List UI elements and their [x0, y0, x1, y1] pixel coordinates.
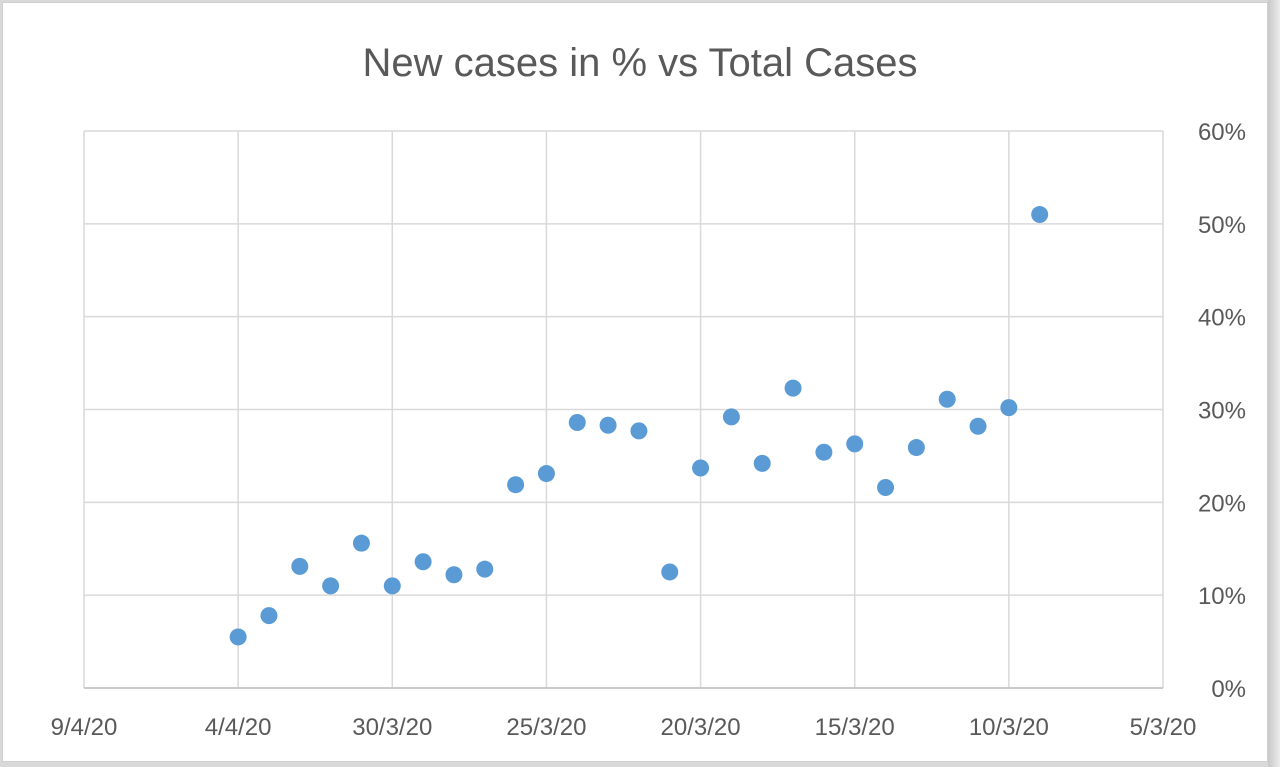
data-point: [753, 454, 771, 472]
data-point: [815, 443, 833, 461]
data-point: [476, 560, 494, 578]
data-point: [260, 607, 278, 625]
data-point: [877, 478, 895, 496]
data-point: [692, 459, 710, 477]
y-tick-label: 20%: [1198, 490, 1246, 517]
x-tick-label: 5/3/20: [1130, 714, 1197, 741]
data-point: [445, 566, 463, 584]
data-point: [907, 439, 925, 457]
data-point: [599, 416, 617, 434]
y-tick-label: 0%: [1211, 676, 1246, 703]
x-tick-label: 30/3/20: [352, 714, 432, 741]
data-point: [537, 465, 555, 483]
y-tick-label: 30%: [1198, 398, 1246, 425]
data-point: [507, 476, 525, 494]
data-point: [1000, 399, 1018, 417]
data-point: [383, 577, 401, 595]
data-point: [969, 417, 987, 435]
data-point: [322, 577, 340, 595]
gridlines: [83, 130, 1164, 689]
y-tick-label: 60%: [1198, 119, 1246, 146]
data-point: [722, 408, 740, 426]
data-point: [846, 435, 864, 453]
data-point: [630, 422, 648, 440]
data-point: [352, 534, 370, 552]
data-points: [229, 206, 1049, 646]
x-tick-label: 20/3/20: [661, 714, 741, 741]
y-tick-label: 40%: [1198, 305, 1246, 332]
x-tick-label: 4/4/20: [205, 714, 272, 741]
data-point: [414, 553, 432, 571]
y-tick-label: 10%: [1198, 583, 1246, 610]
axis-tick-labels: 0% 10% 20% 30% 40% 50% 60% 9/4/20 4/4/20 30/3/20 2…: [51, 119, 1246, 741]
window-edge: [1268, 0, 1280, 767]
x-tick-label: 10/3/20: [969, 714, 1049, 741]
data-point: [1031, 206, 1049, 224]
data-point: [229, 628, 247, 646]
x-tick-label: 9/4/20: [51, 714, 118, 741]
x-tick-label: 25/3/20: [506, 714, 586, 741]
chart-title: New cases in % vs Total Cases: [362, 41, 917, 85]
y-tick-label: 50%: [1198, 212, 1246, 239]
data-point: [938, 390, 956, 408]
x-tick-label: 15/3/20: [815, 714, 895, 741]
data-point: [291, 557, 309, 575]
data-point: [568, 413, 586, 431]
data-point: [784, 379, 802, 397]
data-point: [661, 563, 679, 581]
